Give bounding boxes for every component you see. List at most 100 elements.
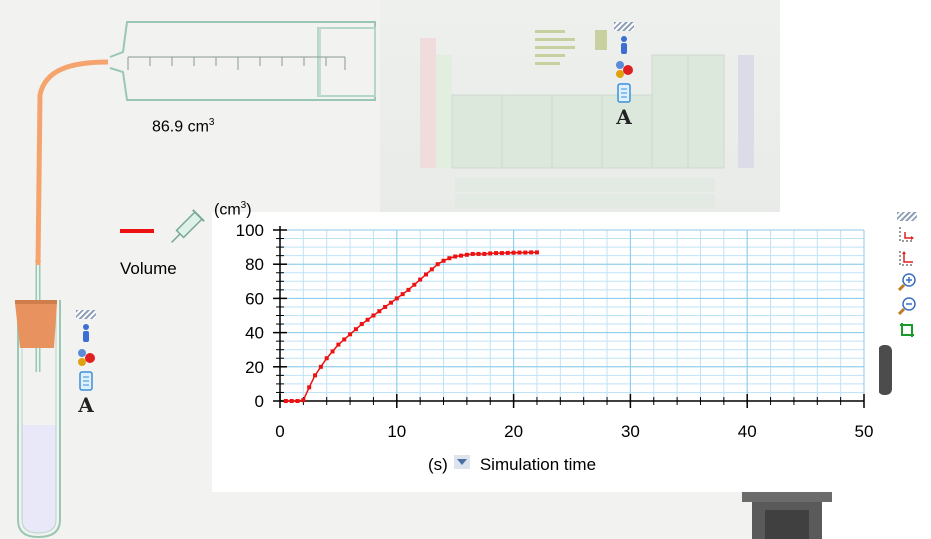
tube-toolbox: A [76,310,98,415]
data-point [435,262,440,267]
volume-unit-exponent: 3 [208,117,215,128]
rubber-stopper [15,303,57,348]
periodic-table-background [380,0,780,215]
fit-icon[interactable] [897,320,917,340]
y-tick-label: 40 [245,324,264,343]
x-tick-label: 0 [275,422,284,441]
x-axis-dropdown-button[interactable] [453,455,470,469]
x-tick-label: 30 [621,422,640,441]
y-tick-label: 60 [245,289,264,308]
y-tick-label: 100 [236,221,264,240]
data-point [488,251,493,256]
data-point [412,282,417,287]
data-point [534,250,539,255]
toolbox-grip[interactable] [76,310,96,319]
y-tick-label: 20 [245,358,264,377]
data-point [365,317,370,322]
data-point [289,399,294,403]
x-tick-label: 50 [855,422,874,441]
molecule-icon[interactable] [76,347,96,367]
volume-unit: cm [187,118,209,136]
x-axis-unit: (s) [428,455,448,474]
syringe-scale [127,56,346,70]
test-tube [15,265,61,539]
data-point [499,251,504,256]
data-point [400,292,405,297]
data-point [418,277,423,282]
data-point [429,267,434,272]
data-point [523,250,528,255]
data-point [330,349,335,354]
data-point [342,337,347,342]
data-point [371,313,376,318]
info-icon[interactable] [614,35,634,55]
x-tick-label: 20 [504,422,523,441]
data-point [353,327,358,332]
zoom-out-icon[interactable] [897,296,917,316]
x-tick-label: 40 [738,422,757,441]
syringe-icon[interactable] [165,208,205,250]
toolbox-grip[interactable] [614,22,634,31]
data-point [441,258,446,263]
data-point [318,364,323,369]
volume-value: 86.9 [152,118,184,136]
data-point [447,256,452,261]
x-axis-label-area: (s) Simulation time [428,455,596,475]
periodic-table-graphic [420,30,754,208]
data-point [482,251,487,256]
gas-syringe [109,21,376,101]
x-axis-label[interactable]: Simulation time [479,455,597,474]
text-icon[interactable]: A [78,393,94,417]
toolbox-grip[interactable] [897,212,917,221]
chart-plot[interactable]: 0 10 20 30 40 50 0 20 40 60 80 100 [212,212,879,492]
data-point [336,342,341,347]
data-point [470,251,475,256]
axis-reset-icon[interactable] [897,248,917,268]
data-point [529,250,534,255]
data-point [348,332,353,337]
y-tick-label: 0 [255,392,264,411]
data-point [377,309,382,314]
volume-readout: 86.9 cm3 [152,117,214,136]
data-point [307,385,312,390]
data-point [383,304,388,309]
y-tick-label: 80 [245,255,264,274]
chart-toolbox [897,212,919,340]
delivery-tube [35,59,109,266]
data-point [313,373,318,378]
data-point [301,398,306,403]
data-point [459,253,464,258]
data-point [394,296,399,301]
data-point [295,399,300,403]
data-point [505,250,510,255]
beaker-icon[interactable] [76,371,96,391]
axis-scale-icon[interactable] [897,224,917,244]
data-point [424,272,428,277]
text-icon[interactable]: A [616,105,632,129]
beaker-icon[interactable] [614,83,634,103]
y-unit-exponent: 3 [240,200,247,211]
data-point [464,252,469,257]
data-point [359,322,364,327]
legend-label: Volume [120,259,177,278]
y-axis-unit: (cm3) [214,200,252,219]
data-point [453,254,458,259]
syringe-toolbox: A [614,22,636,127]
info-icon[interactable] [76,323,96,343]
data-point [517,250,522,255]
data-point [476,251,481,256]
x-tick-label: 10 [387,422,406,441]
data-point [283,399,288,403]
data-point [494,251,499,256]
zoom-in-icon[interactable] [897,272,917,292]
molecule-icon[interactable] [614,59,634,79]
clamp-stand-base [742,345,892,539]
data-point [324,356,329,361]
legend-swatch [120,229,154,233]
data-point [406,287,411,292]
series-line-volume [285,251,537,402]
data-point [511,250,516,255]
y-unit-prefix: (cm [214,201,241,219]
chart-panel: 0 10 20 30 40 50 0 20 40 60 80 100 (cm3) (s) Simulat… [212,200,879,492]
